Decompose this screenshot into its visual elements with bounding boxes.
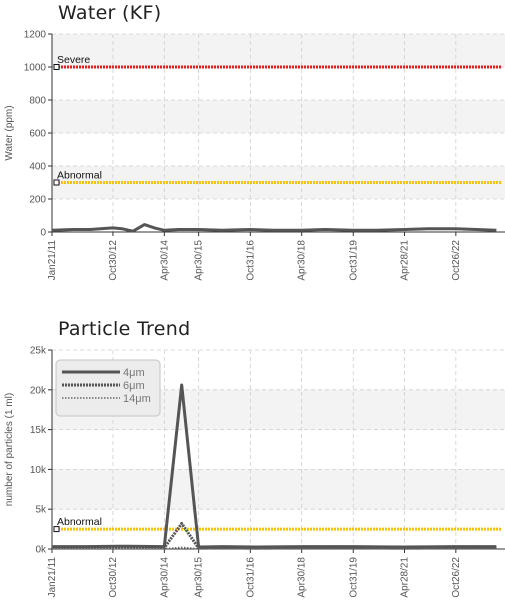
water-chart-title: Water (KF) — [58, 2, 162, 24]
y-tick-label: 1000 — [24, 63, 47, 74]
y-tick-label: 600 — [29, 129, 46, 140]
x-tick-label: Oct31/16 — [245, 557, 256, 598]
y-tick-label: 1200 — [24, 30, 47, 41]
x-tick-label: Oct26/22 — [451, 557, 462, 598]
x-tick-label: Oct31/19 — [348, 557, 359, 598]
x-tick-label: Oct31/19 — [348, 240, 359, 281]
legend-label: 4μm — [123, 367, 145, 379]
x-tick-label: Apr30/15 — [194, 240, 205, 281]
x-tick-label: Jan21/11 — [47, 240, 58, 281]
x-tick-label: Apr28/21 — [400, 240, 411, 281]
x-tick-label: Apr30/15 — [194, 557, 205, 598]
y-tick-label: 0k — [35, 545, 47, 556]
y-axis-title: number of particles (1 ml) — [4, 393, 15, 506]
water-chart: 0 200 400 600 800 1000 1200 Jan21/11 Oct30/12 Apr… — [4, 30, 505, 281]
y-tick-label: 20k — [30, 385, 47, 396]
y-tick-label: 15k — [30, 425, 47, 436]
x-tick-label: Apr28/21 — [400, 557, 411, 598]
x-tick-label: Apr30/18 — [297, 240, 308, 281]
x-tick-label: Apr30/14 — [159, 240, 170, 281]
plot-band — [52, 34, 505, 67]
x-tick-label: Oct26/22 — [451, 240, 462, 281]
threshold-label-severe: Severe — [57, 54, 90, 66]
series-line-0 — [51, 223, 497, 233]
series-line-14m — [52, 546, 497, 550]
threshold-marker — [53, 179, 60, 186]
particle-chart-title: Particle Trend — [58, 318, 191, 340]
x-tick-label: Apr30/14 — [159, 557, 170, 598]
legend-label: 14μm — [123, 393, 151, 405]
x-tick-label: Apr30/18 — [297, 557, 308, 598]
particle-chart: 0k 5k 10k 15k 20k 25k Jan21/11 Oct30/12 Apr30/14… — [4, 346, 505, 598]
legend-box — [55, 359, 161, 417]
y-axis-title: Water (ppm) — [4, 105, 15, 160]
threshold-marker — [53, 64, 60, 70]
series-line-6m — [52, 522, 497, 550]
y-tick-label: 0 — [40, 228, 46, 239]
y-tick-label: 25k — [30, 346, 47, 357]
y-tick-label: 400 — [29, 162, 46, 173]
x-tick-label: Oct30/12 — [108, 557, 119, 598]
plot-band — [52, 469, 505, 510]
y-tick-label: 800 — [29, 96, 46, 107]
y-tick-label: 10k — [30, 465, 47, 476]
plot-band — [52, 100, 505, 133]
y-tick-label: 5k — [35, 505, 47, 516]
x-tick-label: Jan21/11 — [47, 557, 58, 598]
threshold-label-abnormal: Abnormal — [57, 170, 102, 182]
x-tick-label: Oct30/12 — [108, 240, 119, 281]
legend-label: 6μm — [123, 380, 145, 392]
y-tick-label: 200 — [29, 195, 46, 206]
x-tick-label: Oct31/16 — [245, 240, 256, 281]
threshold-marker — [53, 526, 60, 533]
threshold-label-abnormal: Abnormal — [57, 516, 102, 528]
